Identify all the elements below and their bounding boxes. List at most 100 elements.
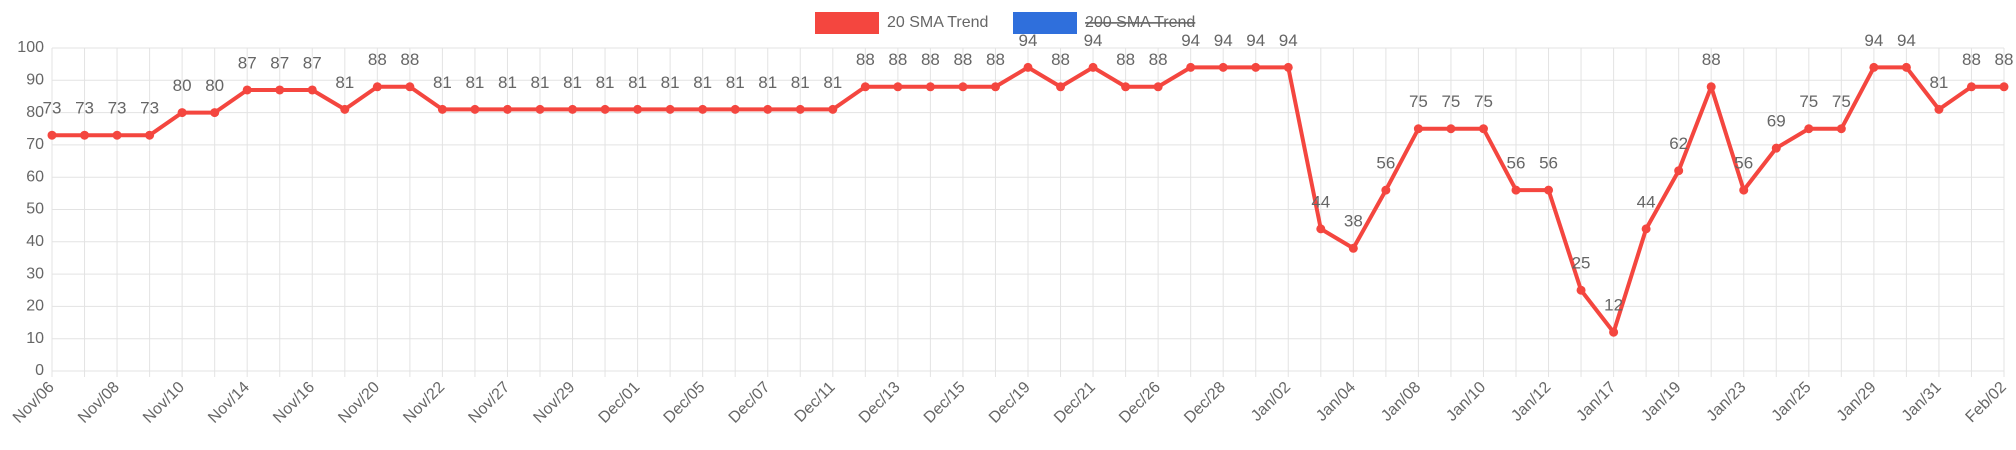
data-label: 73 — [108, 99, 127, 118]
data-label: 56 — [1376, 154, 1395, 173]
data-label: 73 — [140, 99, 159, 118]
x-tick-label: Jan/10 — [1443, 379, 1489, 425]
data-label: 94 — [1214, 31, 1233, 50]
data-point — [1121, 82, 1131, 92]
legend-label[interactable]: 200 SMA Trend — [1085, 14, 1195, 31]
data-point — [665, 104, 675, 114]
data-label: 44 — [1637, 192, 1656, 211]
data-label: 88 — [888, 50, 907, 69]
x-tick-label: Dec/28 — [1181, 379, 1229, 427]
data-point — [990, 82, 1000, 92]
legend-label[interactable]: 20 SMA Trend — [887, 14, 988, 31]
data-point — [1609, 327, 1619, 337]
x-tick-label: Jan/31 — [1899, 379, 1945, 425]
x-tick-label: Jan/04 — [1313, 379, 1359, 425]
data-point — [405, 82, 415, 92]
data-label: 81 — [726, 73, 745, 92]
y-tick-label: 10 — [26, 330, 44, 347]
data-label: 81 — [758, 73, 777, 92]
data-point — [1283, 62, 1293, 72]
data-point — [1869, 62, 1879, 72]
data-label: 87 — [270, 53, 289, 72]
data-point — [1576, 285, 1586, 295]
data-label: 56 — [1539, 154, 1558, 173]
data-point — [210, 108, 220, 118]
data-label: 75 — [1441, 92, 1460, 111]
data-label: 88 — [1051, 50, 1070, 69]
x-tick-label: Nov/22 — [400, 379, 448, 427]
data-label: 81 — [628, 73, 647, 92]
data-point — [893, 82, 903, 92]
data-point — [568, 104, 578, 114]
data-label: 44 — [1311, 192, 1330, 211]
x-tick-label: Dec/01 — [596, 379, 644, 427]
data-label: 56 — [1734, 154, 1753, 173]
data-point — [763, 104, 773, 114]
data-label: 81 — [791, 73, 810, 92]
legend-swatch[interactable] — [1013, 12, 1077, 34]
x-tick-label: Jan/12 — [1508, 379, 1554, 425]
data-point — [1836, 124, 1846, 134]
data-point — [1446, 124, 1456, 134]
data-label: 94 — [1279, 31, 1298, 50]
y-tick-label: 40 — [26, 233, 44, 250]
data-point — [958, 82, 968, 92]
y-tick-label: 30 — [26, 265, 44, 282]
x-tick-label: Jan/17 — [1573, 379, 1619, 425]
data-point — [307, 85, 317, 95]
data-label: 94 — [1864, 31, 1883, 50]
x-tick-label: Dec/15 — [921, 379, 969, 427]
data-label: 25 — [1572, 254, 1591, 273]
data-label: 80 — [205, 76, 224, 95]
data-point — [340, 104, 350, 114]
data-label: 12 — [1604, 296, 1623, 315]
x-tick-label: Dec/19 — [986, 379, 1034, 427]
data-label: 81 — [531, 73, 550, 92]
data-point — [470, 104, 480, 114]
data-label: 81 — [465, 73, 484, 92]
data-label: 88 — [1962, 50, 1981, 69]
data-point — [1251, 62, 1261, 72]
legend-swatch[interactable] — [815, 12, 879, 34]
data-point — [1641, 224, 1651, 234]
data-point — [1739, 185, 1749, 195]
data-point — [1153, 82, 1163, 92]
data-label: 94 — [1084, 31, 1103, 50]
x-tick-label: Nov/27 — [465, 379, 513, 427]
data-label: 94 — [1019, 31, 1038, 50]
y-tick-label: 70 — [26, 136, 44, 153]
x-tick-label: Jan/25 — [1769, 379, 1815, 425]
data-label: 73 — [43, 99, 62, 118]
data-point — [828, 104, 838, 114]
data-point — [1511, 185, 1521, 195]
data-point — [698, 104, 708, 114]
data-label: 81 — [661, 73, 680, 92]
data-label: 88 — [1702, 50, 1721, 69]
data-label: 38 — [1344, 212, 1363, 231]
data-label: 88 — [368, 50, 387, 69]
data-point — [1186, 62, 1196, 72]
data-label: 75 — [1799, 92, 1818, 111]
data-point — [1348, 243, 1358, 253]
data-point — [1088, 62, 1098, 72]
data-point — [47, 130, 57, 140]
data-point — [1218, 62, 1228, 72]
x-tick-label: Dec/07 — [726, 379, 774, 427]
y-tick-label: 90 — [26, 72, 44, 89]
data-label: 56 — [1507, 154, 1526, 173]
data-label: 81 — [433, 73, 452, 92]
x-tick-label: Jan/02 — [1248, 379, 1294, 425]
data-label: 75 — [1409, 92, 1428, 111]
data-label: 88 — [856, 50, 875, 69]
y-tick-label: 50 — [26, 201, 44, 218]
data-point — [1674, 166, 1684, 176]
data-label: 94 — [1897, 31, 1916, 50]
x-tick-label: Jan/19 — [1638, 379, 1684, 425]
data-label: 88 — [1995, 50, 2014, 69]
data-point — [1804, 124, 1814, 134]
data-point — [242, 85, 252, 95]
data-label: 81 — [596, 73, 615, 92]
data-point — [1934, 104, 1944, 114]
data-point — [437, 104, 447, 114]
data-label: 81 — [1929, 73, 1948, 92]
